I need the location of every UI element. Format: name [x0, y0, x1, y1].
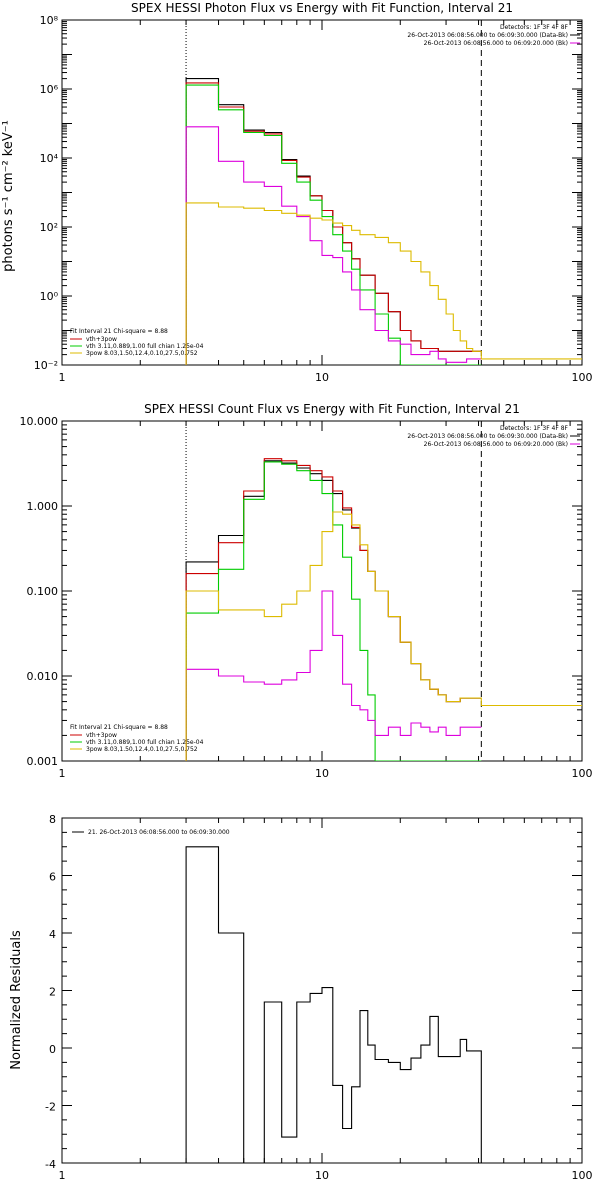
photon-flux-title: SPEX HESSI Photon Flux vs Energy with Fi…	[131, 1, 513, 15]
photon-legend-data-bk: 26-Oct-2013 06:08:56.000 to 06:09:30.000…	[407, 32, 568, 39]
photon-plot-frame	[61, 19, 583, 366]
photon-legend-detectors: Detectors: 1F 3F 4F 8F	[500, 24, 569, 31]
residual-ytick-label: 8	[49, 813, 56, 826]
photon-fit-vth3pow: vth+3pow	[86, 336, 117, 343]
residual-ytick-label: 2	[49, 986, 56, 999]
photon-ytick-label: 10⁰	[40, 290, 59, 303]
count-xtick-label: 100	[572, 767, 593, 780]
count-xtick-label: 10	[315, 767, 329, 780]
residuals-panel: Normalized Residuals 21. 26-Oct-2013 06:…	[9, 813, 593, 1182]
photon-fit-3pow: 3pow 8.03,1.50,12.4,0.10,27.5,0.752	[86, 350, 198, 357]
photon-series-1	[185, 82, 482, 365]
photon-series-2	[185, 84, 482, 365]
photon-flux-ylabel: photons s⁻¹ cm⁻² keV⁻¹	[1, 120, 16, 272]
count-legend-detectors: Detectors: 1F 3F 4F 8F	[500, 425, 569, 432]
count-ytick-label: 1.000	[27, 500, 59, 513]
photon-series-0	[185, 78, 482, 365]
photon-ytick-label: 10⁻²	[34, 359, 58, 372]
count-series-3	[185, 590, 482, 761]
residual-series-0	[185, 846, 482, 1163]
photon-flux-panel: SPEX HESSI Photon Flux vs Energy with Fi…	[1, 1, 593, 384]
count-ytick-label: 0.100	[27, 585, 59, 598]
residual-xtick-label: 10	[315, 1169, 329, 1182]
count-fit-vth: vth 3.11,0.889,1.00 full chian 1.25e-04	[86, 739, 204, 746]
photon-series-4	[185, 202, 582, 365]
residuals-ylabel: Normalized Residuals	[9, 930, 24, 1070]
residual-xtick-label: 100	[572, 1169, 593, 1182]
photon-ytick-label: 10⁶	[40, 83, 59, 96]
photon-series-3	[185, 126, 482, 365]
photon-fit-interval: Fit Interval 21 Chi-square = 8.88	[70, 328, 168, 335]
count-ytick-label: 0.001	[27, 755, 59, 768]
count-ytick-label: 0.010	[27, 670, 59, 683]
residual-ytick-label: 6	[49, 871, 56, 884]
residuals-legend: 21. 26-Oct-2013 06:08:56.000 to 06:09:30…	[88, 829, 230, 836]
residual-ytick-label: 4	[49, 928, 56, 941]
count-fit-3pow: 3pow 8.03,1.50,12.4,0.10,27.5,0.752	[86, 746, 198, 753]
count-series-4	[185, 511, 582, 761]
photon-xtick-label: 1	[59, 371, 66, 384]
count-xtick-label: 1	[59, 767, 66, 780]
residual-ytick-label: 0	[49, 1043, 56, 1056]
count-flux-title: SPEX HESSI Count Flux vs Energy with Fit…	[144, 402, 520, 416]
count-fit-vth3pow: vth+3pow	[86, 732, 117, 739]
count-series-0	[185, 460, 482, 761]
count-series-2	[185, 461, 482, 761]
count-fit-interval: Fit Interval 21 Chi-square = 8.88	[70, 724, 168, 731]
photon-fit-vth: vth 3.11,0.889,1.00 full chian 1.25e-04	[86, 343, 204, 350]
residual-xtick-label: 1	[59, 1169, 66, 1182]
count-ytick-label: 10.000	[20, 415, 59, 428]
residual-ytick-label: -2	[45, 1101, 56, 1114]
residual-ytick-label: -4	[45, 1158, 56, 1171]
photon-ytick-label: 10⁴	[40, 152, 59, 165]
count-flux-panel: SPEX HESSI Count Flux vs Energy with Fit…	[20, 402, 593, 780]
photon-xtick-label: 10	[315, 371, 329, 384]
photon-xtick-label: 100	[572, 371, 593, 384]
photon-ytick-label: 10²	[40, 221, 58, 234]
photon-legend-bk: 26-Oct-2013 06:08:56.000 to 06:09:20.000…	[424, 40, 568, 47]
count-legend-data-bk: 26-Oct-2013 06:08:56.000 to 06:09:30.000…	[407, 433, 568, 440]
photon-ytick-label: 10⁸	[40, 14, 59, 27]
count-legend-bk: 26-Oct-2013 06:08:56.000 to 06:09:20.000…	[424, 441, 568, 448]
